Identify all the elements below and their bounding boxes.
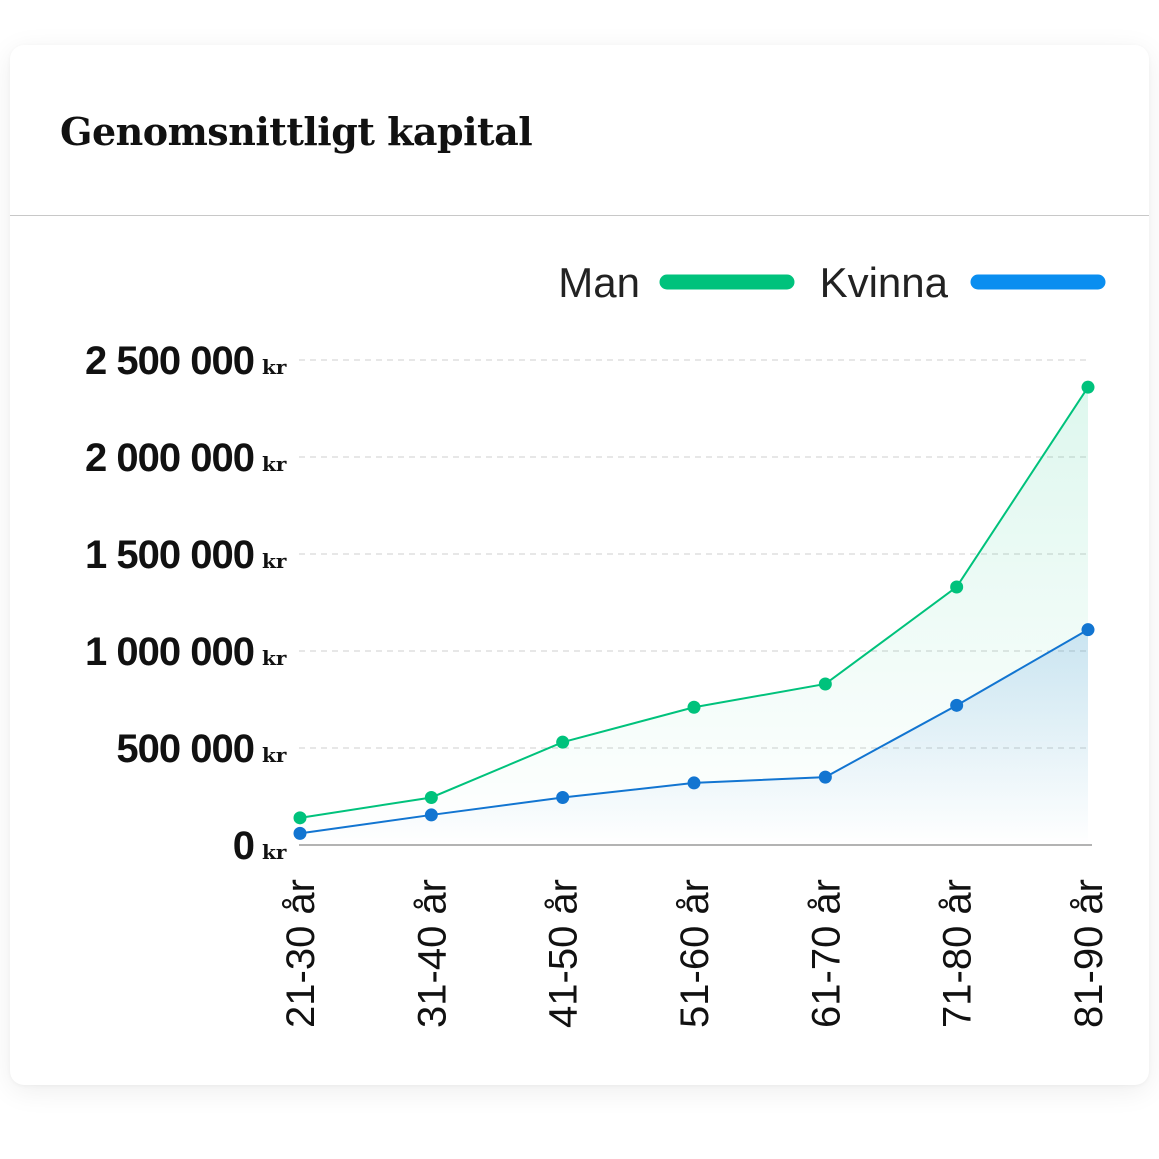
series-points <box>293 380 1095 840</box>
y-tick-unit: kr <box>262 743 287 767</box>
data-point-kvinna <box>950 698 964 712</box>
y-tick-label: 1 000 000 <box>85 630 254 674</box>
x-tick-label: 21-30 år <box>279 879 323 1028</box>
data-point-man <box>424 790 438 804</box>
data-point-man <box>950 580 964 594</box>
x-axis: 21-30 år 31-40 år 41-50 år 51-60 år 61-70 år… <box>279 879 1111 1028</box>
y-tick-label: 1 500 000 <box>85 533 254 577</box>
y-tick-label: 2 000 000 <box>85 436 254 480</box>
y-tick-unit: kr <box>262 646 287 670</box>
data-point-man <box>687 700 701 714</box>
data-point-man <box>818 677 832 691</box>
y-axis: 0 kr 500 000 kr 1 000 000 kr 1 500 000 kr 2 000 … <box>85 339 287 868</box>
x-tick-label: 71-80 år <box>936 879 980 1028</box>
legend-label-kvinna: Kvinna <box>820 259 949 306</box>
card-title: Genomsnittligt kapital <box>60 109 533 154</box>
y-tick-unit: kr <box>262 355 287 379</box>
data-point-man <box>1081 380 1095 394</box>
y-tick-unit: kr <box>262 452 287 476</box>
y-tick-unit: kr <box>262 549 287 573</box>
data-point-kvinna <box>293 826 307 840</box>
line-chart: 0 kr 500 000 kr 1 000 000 kr 1 500 000 kr 2 000 … <box>85 259 1111 1028</box>
data-point-kvinna <box>424 808 438 822</box>
chart-card: Genomsnittligt kapital 0 kr 500 000 kr 1 000… <box>10 45 1149 1085</box>
x-tick-label: 41-50 år <box>542 879 586 1028</box>
title-divider <box>10 215 1149 216</box>
data-point-kvinna <box>556 790 570 804</box>
y-tick-label: 500 000 <box>116 727 254 771</box>
x-tick-label: 81-90 år <box>1067 879 1111 1028</box>
y-tick-unit: kr <box>262 840 287 864</box>
x-tick-label: 61-70 år <box>804 879 848 1028</box>
data-point-kvinna <box>1081 623 1095 637</box>
data-point-man <box>293 811 307 825</box>
y-tick-label: 0 <box>233 824 254 868</box>
data-point-kvinna <box>687 776 701 790</box>
x-tick-label: 31-40 år <box>410 879 454 1028</box>
legend: Man Kvinna <box>558 259 1106 306</box>
y-tick-label: 2 500 000 <box>85 339 254 383</box>
series-area-man <box>300 387 1088 845</box>
series-areas <box>299 387 1092 846</box>
x-tick-label: 51-60 år <box>673 879 717 1028</box>
data-point-man <box>556 735 570 749</box>
series-area-kvinna <box>300 629 1088 845</box>
legend-label-man: Man <box>558 259 640 306</box>
data-point-kvinna <box>818 770 832 784</box>
